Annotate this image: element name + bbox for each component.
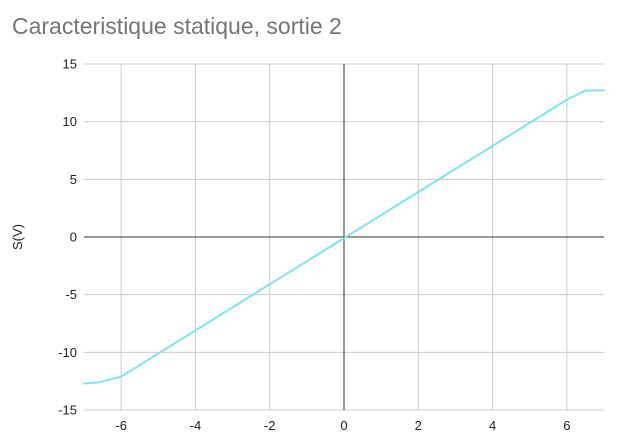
y-tick-label: -15	[58, 403, 77, 418]
y-tick-label: 15	[63, 57, 77, 72]
y-tick-label: 0	[70, 230, 77, 245]
x-tick-label: 4	[489, 418, 496, 433]
y-tick-label: 5	[70, 172, 77, 187]
x-tick-label: -4	[190, 418, 202, 433]
series-group	[83, 89, 605, 385]
y-axis-label: S(V)	[10, 224, 25, 250]
x-tick-labels: -6 -4 -2 0 2 4 6	[115, 418, 570, 433]
y-tick-label: 10	[63, 114, 77, 129]
chart-title: Caracteristique statique, sortie 2	[12, 13, 342, 39]
x-tick-label: -6	[115, 418, 127, 433]
x-tick-label: 2	[415, 418, 422, 433]
y-tick-labels: 15 10 5 0 -5 -10 -15	[58, 57, 77, 418]
y-tick-label: -10	[58, 345, 77, 360]
y-tick-label: -5	[65, 287, 77, 302]
x-tick-label: -2	[264, 418, 276, 433]
series-line	[83, 89, 605, 385]
x-tick-label: 6	[563, 418, 570, 433]
x-tick-label: 0	[340, 418, 347, 433]
